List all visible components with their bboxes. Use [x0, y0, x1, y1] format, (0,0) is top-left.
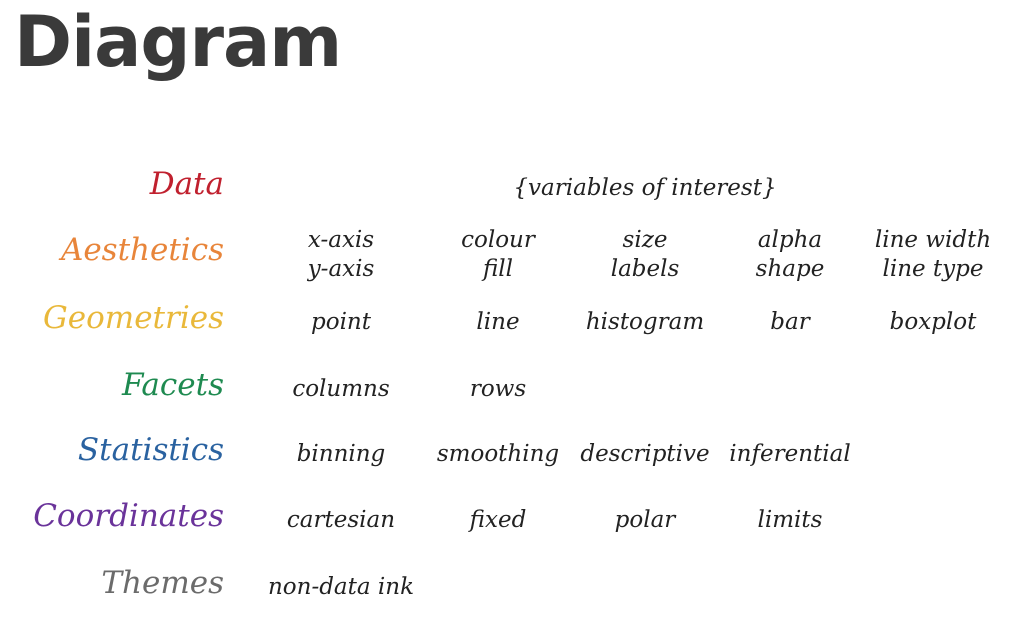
cell-text: binning — [296, 441, 386, 467]
page-title: Diagram — [14, 1, 342, 83]
cell-text: labels — [610, 256, 680, 282]
cell: bar — [715, 305, 865, 339]
cell: line width line type — [858, 226, 1008, 284]
cell-text: alpha — [757, 227, 823, 253]
row-label: Coordinates — [33, 498, 224, 534]
cell-text: limits — [757, 507, 823, 533]
cell-text: x-axis — [307, 227, 375, 253]
cell-text: colour — [461, 227, 535, 253]
cell: colour fill — [423, 226, 573, 284]
cell: boxplot — [858, 305, 1008, 339]
row-label: Facets — [122, 367, 224, 403]
cell: fixed — [423, 503, 573, 537]
cell: smoothing — [423, 437, 573, 471]
row-label: Aesthetics — [60, 232, 224, 268]
cell-text: inferential — [729, 441, 851, 467]
cell: x-axis y-axis — [266, 226, 416, 284]
cell-text: cartesian — [286, 507, 396, 533]
row-label: Themes — [101, 565, 224, 601]
cell-text: line — [476, 309, 520, 335]
cell: alpha shape — [715, 226, 865, 284]
cell-text: columns — [292, 376, 390, 402]
cell-text: fill — [482, 256, 514, 282]
cell: binning — [266, 437, 416, 471]
row-label: Statistics — [77, 432, 224, 468]
cell: {variables of interest} — [445, 171, 845, 205]
cell: limits — [715, 503, 865, 537]
cell: descriptive — [570, 437, 720, 471]
row-label: Data — [149, 166, 224, 202]
cell: inferential — [715, 437, 865, 471]
cell-text: histogram — [585, 309, 705, 335]
cell: size labels — [570, 226, 720, 284]
cell: histogram — [570, 305, 720, 339]
cell-text: shape — [755, 256, 825, 282]
cell-text: y-axis — [307, 256, 375, 282]
cell-text: boxplot — [889, 309, 977, 335]
cell-text: point — [311, 309, 371, 335]
cell-text: line type — [882, 256, 984, 282]
cell: cartesian — [266, 503, 416, 537]
cell-text: rows — [469, 376, 527, 402]
cell: point — [266, 305, 416, 339]
cell: non-data ink — [266, 570, 416, 604]
cell-text: non-data ink — [267, 574, 415, 600]
cell-text: size — [622, 227, 668, 253]
row-label: Geometries — [43, 300, 224, 336]
cell-text: polar — [614, 507, 676, 533]
cell-text: smoothing — [436, 441, 560, 467]
cell: line — [423, 305, 573, 339]
cell-text: {variables of interest} — [513, 175, 777, 201]
cell-text: line width — [874, 227, 992, 253]
cell: rows — [423, 372, 573, 406]
cell-text: bar — [770, 309, 810, 335]
cell: polar — [570, 503, 720, 537]
cell: columns — [266, 372, 416, 406]
cell-text: fixed — [469, 507, 527, 533]
cell-text: descriptive — [580, 441, 710, 467]
